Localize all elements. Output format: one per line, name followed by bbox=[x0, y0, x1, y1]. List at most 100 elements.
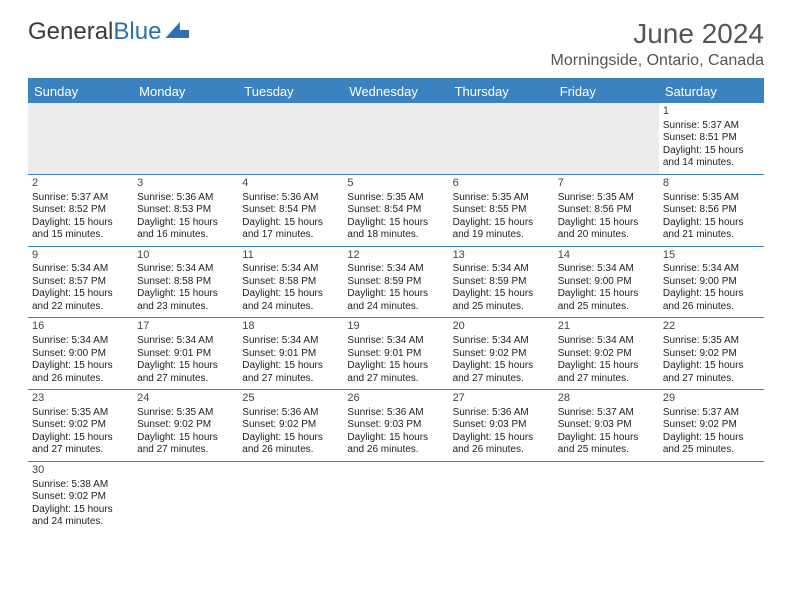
day-number: 9 bbox=[32, 249, 129, 263]
day-info-line: Sunrise: 5:35 AM bbox=[558, 192, 655, 205]
day-info-line: Sunrise: 5:36 AM bbox=[453, 407, 550, 420]
calendar-body: 1Sunrise: 5:37 AMSunset: 8:51 PMDaylight… bbox=[28, 103, 764, 533]
day-info-line: and 27 minutes. bbox=[32, 444, 129, 457]
day-cell: 17Sunrise: 5:34 AMSunset: 9:01 PMDayligh… bbox=[133, 318, 238, 389]
day-info-line: Sunset: 8:58 PM bbox=[137, 276, 234, 289]
week-row: 9Sunrise: 5:34 AMSunset: 8:57 PMDaylight… bbox=[28, 247, 764, 319]
blank-cell bbox=[659, 462, 764, 533]
day-info-line: Sunrise: 5:34 AM bbox=[453, 263, 550, 276]
day-info-line: Daylight: 15 hours bbox=[242, 288, 339, 301]
day-cell: 22Sunrise: 5:35 AMSunset: 9:02 PMDayligh… bbox=[659, 318, 764, 389]
day-cell: 29Sunrise: 5:37 AMSunset: 9:02 PMDayligh… bbox=[659, 390, 764, 461]
day-info-line: Daylight: 15 hours bbox=[32, 504, 129, 517]
week-row: 1Sunrise: 5:37 AMSunset: 8:51 PMDaylight… bbox=[28, 103, 764, 175]
day-info-line: Daylight: 15 hours bbox=[453, 360, 550, 373]
day-info-line: Sunrise: 5:34 AM bbox=[32, 263, 129, 276]
day-info-line: and 27 minutes. bbox=[558, 373, 655, 386]
day-info-line: Sunrise: 5:35 AM bbox=[137, 407, 234, 420]
day-info-line: Daylight: 15 hours bbox=[347, 217, 444, 230]
day-of-week-header: Saturday bbox=[659, 80, 764, 103]
day-info-line: and 27 minutes. bbox=[663, 373, 760, 386]
day-cell: 24Sunrise: 5:35 AMSunset: 9:02 PMDayligh… bbox=[133, 390, 238, 461]
day-info-line: Daylight: 15 hours bbox=[32, 360, 129, 373]
blank-cell bbox=[449, 103, 554, 174]
day-cell: 6Sunrise: 5:35 AMSunset: 8:55 PMDaylight… bbox=[449, 175, 554, 246]
day-of-week-header: Thursday bbox=[449, 80, 554, 103]
day-info-line: Sunset: 9:02 PM bbox=[137, 419, 234, 432]
day-cell: 8Sunrise: 5:35 AMSunset: 8:56 PMDaylight… bbox=[659, 175, 764, 246]
day-info-line: Sunrise: 5:35 AM bbox=[347, 192, 444, 205]
day-info-line: Sunset: 8:52 PM bbox=[32, 204, 129, 217]
day-info-line: and 18 minutes. bbox=[347, 229, 444, 242]
day-cell: 12Sunrise: 5:34 AMSunset: 8:59 PMDayligh… bbox=[343, 247, 448, 318]
day-info-line: Sunset: 9:02 PM bbox=[663, 348, 760, 361]
day-info-line: Sunrise: 5:34 AM bbox=[663, 263, 760, 276]
day-of-week-header: Monday bbox=[133, 80, 238, 103]
day-info-line: and 16 minutes. bbox=[137, 229, 234, 242]
day-info-line: Sunset: 8:55 PM bbox=[453, 204, 550, 217]
day-info-line: and 26 minutes. bbox=[663, 301, 760, 314]
header: GeneralBlue June 2024 Morningside, Ontar… bbox=[28, 18, 764, 70]
day-info-line: and 27 minutes. bbox=[453, 373, 550, 386]
day-number: 4 bbox=[242, 177, 339, 191]
day-number: 26 bbox=[347, 392, 444, 406]
day-cell: 18Sunrise: 5:34 AMSunset: 9:01 PMDayligh… bbox=[238, 318, 343, 389]
day-info-line: Sunset: 9:00 PM bbox=[558, 276, 655, 289]
day-info-line: and 26 minutes. bbox=[32, 373, 129, 386]
day-info-line: Sunrise: 5:36 AM bbox=[347, 407, 444, 420]
day-info-line: and 14 minutes. bbox=[663, 157, 760, 170]
day-number: 2 bbox=[32, 177, 129, 191]
blank-cell bbox=[343, 103, 448, 174]
calendar-header-row: SundayMondayTuesdayWednesdayThursdayFrid… bbox=[28, 78, 764, 103]
day-info-line: Sunset: 9:02 PM bbox=[558, 348, 655, 361]
blank-cell bbox=[554, 103, 659, 174]
day-info-line: Sunrise: 5:36 AM bbox=[242, 407, 339, 420]
day-info-line: Sunrise: 5:34 AM bbox=[347, 263, 444, 276]
day-of-week-header: Tuesday bbox=[238, 80, 343, 103]
day-info-line: Sunrise: 5:37 AM bbox=[663, 120, 760, 133]
day-cell: 16Sunrise: 5:34 AMSunset: 9:00 PMDayligh… bbox=[28, 318, 133, 389]
day-number: 23 bbox=[32, 392, 129, 406]
day-info-line: Sunrise: 5:34 AM bbox=[137, 335, 234, 348]
day-info-line: and 15 minutes. bbox=[32, 229, 129, 242]
day-info-line: Daylight: 15 hours bbox=[453, 432, 550, 445]
day-info-line: Daylight: 15 hours bbox=[137, 432, 234, 445]
day-info-line: Daylight: 15 hours bbox=[558, 288, 655, 301]
blank-cell bbox=[343, 462, 448, 533]
day-info-line: Daylight: 15 hours bbox=[663, 217, 760, 230]
day-info-line: and 24 minutes. bbox=[347, 301, 444, 314]
day-info-line: and 21 minutes. bbox=[663, 229, 760, 242]
day-cell: 15Sunrise: 5:34 AMSunset: 9:00 PMDayligh… bbox=[659, 247, 764, 318]
day-cell: 25Sunrise: 5:36 AMSunset: 9:02 PMDayligh… bbox=[238, 390, 343, 461]
day-info-line: Sunrise: 5:34 AM bbox=[137, 263, 234, 276]
day-info-line: Sunrise: 5:34 AM bbox=[32, 335, 129, 348]
location-label: Morningside, Ontario, Canada bbox=[551, 52, 764, 70]
title-block: June 2024 Morningside, Ontario, Canada bbox=[551, 18, 764, 70]
day-cell: 9Sunrise: 5:34 AMSunset: 8:57 PMDaylight… bbox=[28, 247, 133, 318]
day-number: 1 bbox=[663, 105, 760, 119]
day-cell: 19Sunrise: 5:34 AMSunset: 9:01 PMDayligh… bbox=[343, 318, 448, 389]
day-info-line: Sunrise: 5:34 AM bbox=[558, 335, 655, 348]
logo-mark-icon bbox=[165, 22, 189, 38]
day-info-line: Daylight: 15 hours bbox=[663, 145, 760, 158]
day-info-line: Daylight: 15 hours bbox=[242, 360, 339, 373]
day-info-line: Sunrise: 5:35 AM bbox=[32, 407, 129, 420]
day-info-line: Sunset: 9:03 PM bbox=[453, 419, 550, 432]
day-info-line: and 25 minutes. bbox=[453, 301, 550, 314]
day-cell: 30Sunrise: 5:38 AMSunset: 9:02 PMDayligh… bbox=[28, 462, 133, 533]
blank-cell bbox=[133, 103, 238, 174]
day-info-line: Daylight: 15 hours bbox=[32, 288, 129, 301]
day-number: 18 bbox=[242, 320, 339, 334]
day-number: 14 bbox=[558, 249, 655, 263]
day-info-line: Sunset: 8:57 PM bbox=[32, 276, 129, 289]
week-row: 16Sunrise: 5:34 AMSunset: 9:00 PMDayligh… bbox=[28, 318, 764, 390]
day-number: 29 bbox=[663, 392, 760, 406]
week-row: 30Sunrise: 5:38 AMSunset: 9:02 PMDayligh… bbox=[28, 462, 764, 533]
logo-text-2: Blue bbox=[113, 18, 161, 46]
day-info-line: Sunset: 8:56 PM bbox=[663, 204, 760, 217]
blank-cell bbox=[238, 462, 343, 533]
day-info-line: Sunset: 8:51 PM bbox=[663, 132, 760, 145]
day-info-line: Sunset: 9:00 PM bbox=[32, 348, 129, 361]
day-info-line: Daylight: 15 hours bbox=[137, 360, 234, 373]
day-info-line: Sunset: 9:03 PM bbox=[558, 419, 655, 432]
